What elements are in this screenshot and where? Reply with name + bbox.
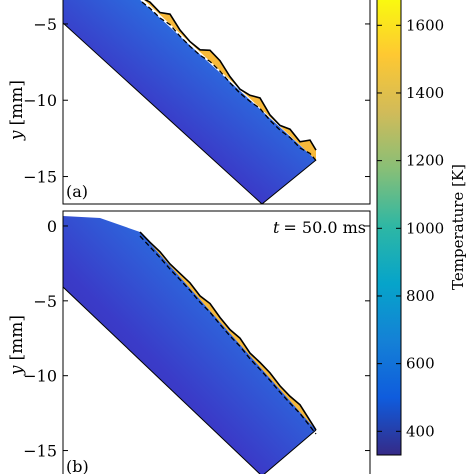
slab-edge — [63, 22, 263, 204]
y-tick-label: −10 — [23, 367, 57, 386]
colorbar-tick-label: 1200 — [406, 152, 444, 170]
panel-a-ylabel: y [mm] — [7, 80, 27, 141]
y-tick-label: −10 — [23, 91, 57, 110]
panel-a-ylabel-var: y — [7, 130, 27, 141]
colorbar: 400 600 800 1000 1200 1400 1600 Temperature [K… — [376, 0, 467, 456]
colorbar-tick-label: 400 — [406, 422, 435, 440]
slab-edge — [261, 159, 317, 204]
colorbar-tick-label: 1000 — [406, 219, 444, 237]
panel-b-ylabel: y [mm] — [7, 315, 27, 376]
melt-pool — [140, 232, 316, 430]
y-tick-label: −15 — [23, 168, 57, 187]
material-slab — [63, 216, 316, 474]
panel-b-time-label: t = 50.0 ms — [273, 218, 366, 237]
panel-a-frame — [62, 0, 371, 205]
panel-b-time-var: t — [273, 218, 280, 237]
colorbar-label: Temperature [K] — [449, 164, 467, 290]
panel-b: 0 −5 −10 −15 (b) t = 50.0 ms y [mm] — [7, 210, 371, 474]
melt-pool — [144, 0, 316, 160]
panel-b-time-value: = 50.0 ms — [283, 218, 366, 237]
surface-contour — [144, 0, 317, 151]
y-tick-label: −5 — [33, 15, 57, 34]
panel-a-ylabel-unit: [mm] — [7, 80, 27, 126]
slab-edge — [63, 286, 261, 474]
colorbar-tick-label: 800 — [406, 287, 435, 305]
melt-isotherm — [141, 1, 317, 161]
panel-a-label: (a) — [66, 182, 88, 201]
y-tick-label: 0 — [47, 217, 57, 236]
panel-b-label: (b) — [66, 457, 89, 474]
colorbar-tick-label: 1600 — [406, 16, 444, 34]
panel-b-ylabel-unit: [mm] — [7, 315, 27, 361]
melt-isotherm — [139, 235, 317, 435]
y-tick-label: −15 — [23, 442, 57, 461]
material-slab — [63, 0, 316, 204]
panel-b-frame — [62, 210, 371, 474]
colorbar-fill — [376, 0, 402, 456]
y-tick-label: −5 — [33, 292, 57, 311]
colorbar-tick-label: 1400 — [406, 84, 444, 102]
slab-edge — [263, 429, 317, 474]
panel-a: −5 −10 −15 (a) y [mm] — [7, 0, 371, 205]
surface-contour — [139, 231, 317, 431]
colorbar-tick-label: 600 — [406, 355, 435, 373]
panel-b-ylabel-var: y — [7, 365, 27, 376]
